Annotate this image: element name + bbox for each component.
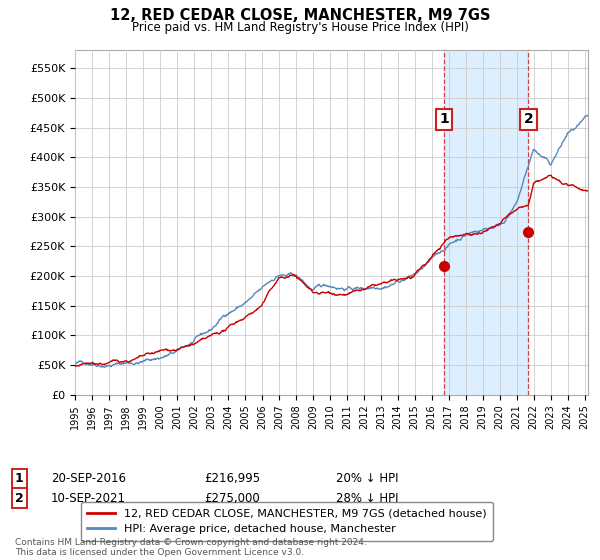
Text: 1: 1: [439, 113, 449, 127]
Text: 20-SEP-2016: 20-SEP-2016: [51, 472, 126, 486]
Text: 20% ↓ HPI: 20% ↓ HPI: [336, 472, 398, 486]
Text: Price paid vs. HM Land Registry's House Price Index (HPI): Price paid vs. HM Land Registry's House …: [131, 21, 469, 34]
Text: 2: 2: [15, 492, 24, 505]
Text: 12, RED CEDAR CLOSE, MANCHESTER, M9 7GS: 12, RED CEDAR CLOSE, MANCHESTER, M9 7GS: [110, 8, 490, 24]
Text: £275,000: £275,000: [204, 492, 260, 505]
Legend: 12, RED CEDAR CLOSE, MANCHESTER, M9 7GS (detached house), HPI: Average price, de: 12, RED CEDAR CLOSE, MANCHESTER, M9 7GS …: [80, 502, 493, 541]
Text: £216,995: £216,995: [204, 472, 260, 486]
Text: 28% ↓ HPI: 28% ↓ HPI: [336, 492, 398, 505]
Text: 2: 2: [524, 113, 533, 127]
Text: 1: 1: [15, 472, 24, 486]
Bar: [444, 50, 529, 395]
Text: Contains HM Land Registry data © Crown copyright and database right 2024.
This d: Contains HM Land Registry data © Crown c…: [15, 538, 367, 557]
Text: 10-SEP-2021: 10-SEP-2021: [51, 492, 126, 505]
